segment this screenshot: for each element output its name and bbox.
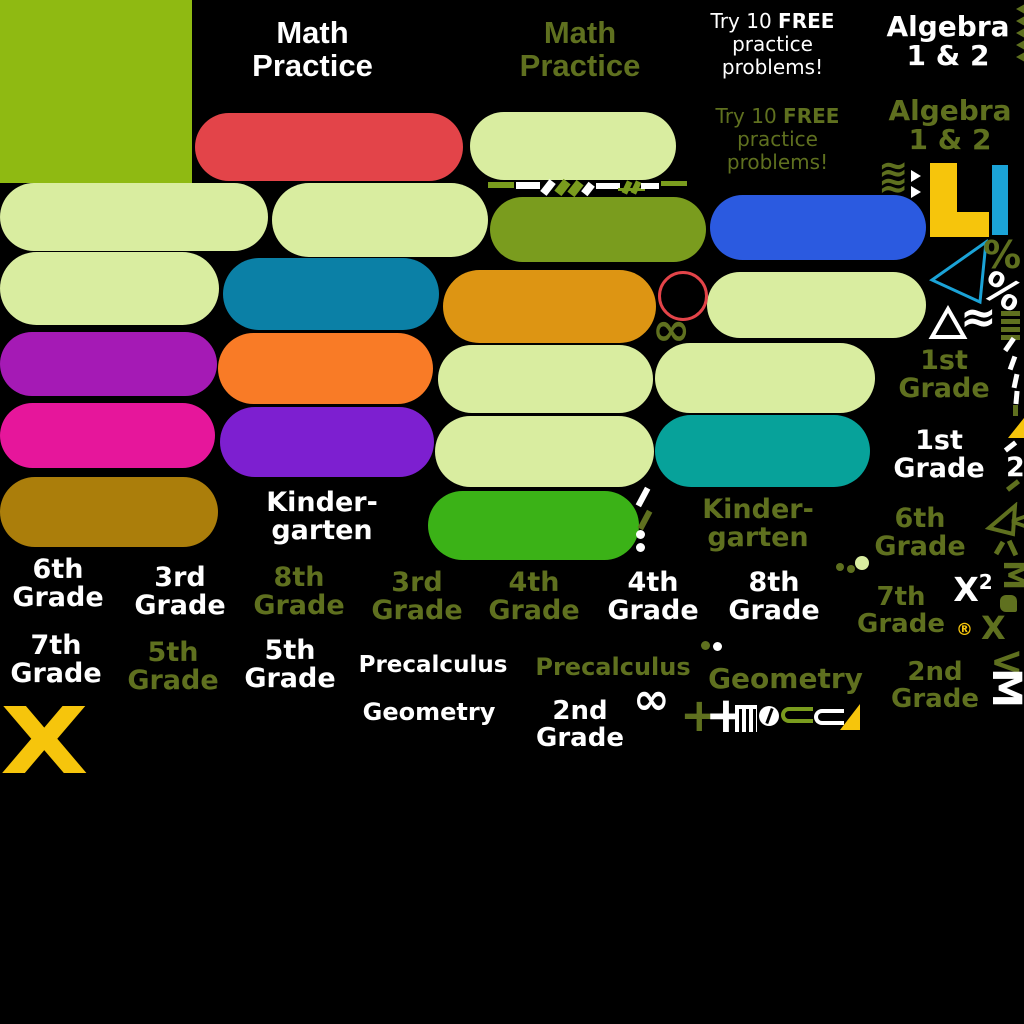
blob-olive-icon: [1000, 595, 1017, 612]
slash-olive-icon: [637, 509, 653, 531]
infinity-olive-icon: ∞: [652, 302, 691, 356]
percent-olive-icon: %: [983, 233, 1022, 277]
math-practice-title-olive: Math Practice: [519, 15, 641, 83]
precalculus-label-olive[interactable]: Precalculus: [535, 653, 691, 681]
triangle-outline-white-icon: [928, 305, 968, 339]
sideways-m-olive-icon: M: [996, 560, 1024, 590]
pill-pale-green-6[interactable]: [438, 345, 653, 413]
pill-teal-blue[interactable]: [223, 258, 439, 330]
grade6-label-white[interactable]: 6th Grade: [12, 554, 104, 614]
algebra-label-white[interactable]: Algebra 1 & 2: [886, 10, 1010, 73]
sideways-m-white-icon: M: [983, 668, 1024, 708]
ball-white-icon: [759, 706, 779, 726]
play-arrow-white-icon: [911, 170, 921, 182]
grade1-label-white[interactable]: 1st Grade: [893, 425, 985, 485]
x-olive-icon: X: [981, 609, 1006, 647]
grade1-label-olive[interactable]: 1st Grade: [898, 345, 990, 405]
grade2-label-olive[interactable]: 2nd Grade: [891, 657, 979, 715]
dash-white-icon: [1003, 440, 1018, 453]
pill-pale-green-5[interactable]: [707, 272, 926, 338]
tick-olive-icon-2: [1006, 539, 1019, 557]
precalculus-label-white[interactable]: Precalculus: [358, 652, 508, 678]
infinity-white-icon: ∞: [633, 674, 670, 725]
less-than-olive-icon-2: <: [990, 639, 1024, 685]
pill-orange[interactable]: [218, 333, 433, 404]
pill-amber[interactable]: [443, 270, 656, 343]
grade8-label-olive[interactable]: 8th Grade: [253, 562, 345, 622]
x-squared-white-icon: X2: [953, 570, 993, 609]
less-than-olive-icon: <: [1008, 501, 1024, 541]
kindergarten-label-white[interactable]: Kinder-garten: [266, 487, 378, 547]
right-triangle-yellow-icon: [840, 704, 860, 730]
grade2-label-white[interactable]: 2nd Grade: [536, 696, 624, 754]
circle-outline-red-icon: [658, 271, 708, 321]
pill-pale-green-8[interactable]: [435, 416, 654, 487]
try-free-promo-olive[interactable]: Try 10 FREE practice problems!: [715, 104, 840, 174]
kindergarten-label-olive[interactable]: Kinder-garten: [702, 494, 814, 554]
try-free-promo-white[interactable]: Try 10 FREE practice problems!: [710, 9, 835, 79]
approx-olive-icon-2: ≈: [878, 165, 909, 206]
big-x-yellow-icon: X: [0, 688, 89, 795]
pill-pale-green-3[interactable]: [272, 183, 488, 257]
grade3-label-olive[interactable]: 3rd Grade: [371, 567, 463, 627]
pill-pale-green-1[interactable]: [470, 112, 676, 180]
pill-purple[interactable]: [0, 332, 217, 396]
dot-white-3: [636, 543, 645, 552]
pill-blue[interactable]: [710, 195, 926, 260]
geometry-label-olive[interactable]: Geometry: [708, 662, 863, 695]
grade4-label-white[interactable]: 4th Grade: [607, 567, 699, 627]
slash-white-icon: [635, 486, 651, 508]
pill-red[interactable]: [195, 113, 463, 181]
approx-white-icon: ≈: [960, 292, 997, 343]
pill-violet[interactable]: [220, 407, 434, 477]
digit-two-white: 2: [1006, 452, 1024, 483]
grade7-label-olive[interactable]: 7th Grade: [857, 582, 945, 640]
dot-white: [713, 642, 722, 651]
tick-olive-icon: [993, 540, 1006, 556]
geometry-label-white[interactable]: Geometry: [362, 698, 496, 726]
dot-white-2: [636, 530, 645, 539]
triangle-outline-cyan-icon: [929, 238, 988, 305]
open-capsule-olive-icon: [781, 707, 813, 723]
math-practice-title-white: Math Practice: [252, 15, 373, 83]
pill-gold[interactable]: [0, 477, 218, 547]
pill-kelly-green[interactable]: [428, 491, 639, 560]
plus-olive-icon: +: [680, 688, 719, 742]
grade3-label-white[interactable]: 3rd Grade: [134, 562, 226, 622]
triangle-outline-olive-icon: [985, 502, 1018, 537]
dot-pale-green: [855, 556, 869, 570]
pill-olive-green[interactable]: [490, 197, 706, 262]
pill-teal[interactable]: [655, 415, 870, 487]
striped-cup-white-icon: [735, 705, 757, 732]
play-arrow-white-icon-2: [911, 186, 921, 198]
grade5-label-olive[interactable]: 5th Grade: [127, 637, 219, 697]
grade6-label-olive[interactable]: 6th Grade: [874, 503, 966, 563]
approx-olive-icon: ≈: [878, 149, 909, 190]
pill-pale-green-2[interactable]: [0, 183, 268, 251]
registered-mark-yellow-icon: ®: [956, 620, 973, 640]
grade4-label-olive[interactable]: 4th Grade: [488, 567, 580, 627]
green-rect-swatch: [0, 0, 192, 183]
algebra-label-olive[interactable]: Algebra 1 & 2: [888, 94, 1012, 157]
striped-block-olive-icon: [1001, 311, 1020, 340]
dot-olive-2: [847, 565, 855, 573]
pill-pale-green-4[interactable]: [0, 252, 219, 325]
dot-olive: [836, 563, 844, 571]
pill-magenta[interactable]: [0, 403, 215, 468]
corner-triangle-yellow-icon: [1008, 418, 1024, 438]
pill-pale-green-7[interactable]: [655, 343, 875, 413]
grade5-label-white[interactable]: 5th Grade: [244, 635, 336, 695]
dot-olive-3: [701, 641, 710, 650]
grade7-label-white[interactable]: 7th Grade: [10, 630, 102, 690]
grade8-label-white[interactable]: 8th Grade: [728, 567, 820, 627]
cyan-i-glyph: [992, 165, 1008, 235]
open-capsule-white-icon: [814, 709, 844, 725]
